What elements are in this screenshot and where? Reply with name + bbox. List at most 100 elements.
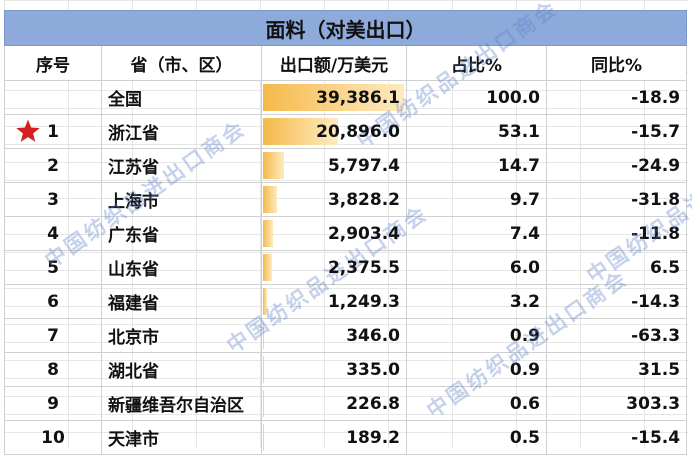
row-index-text: 3	[47, 189, 59, 210]
row-index-text: 2	[47, 155, 59, 176]
row-yoy: -14.3	[545, 284, 688, 319]
row-export: 189.2	[261, 420, 407, 455]
row-index-text: 4	[47, 223, 59, 244]
table-title: 面料（对美出口）	[3, 10, 688, 46]
row-index-text: 1	[47, 121, 59, 142]
row-index-text: 9	[47, 393, 59, 414]
export-data-bar	[263, 84, 405, 111]
row-share: 0.5	[406, 420, 547, 455]
header-export: 出口额/万美元	[261, 45, 407, 81]
table-row: 6 福建省 1,249.3 3.2 -14.3	[4, 284, 688, 319]
table-row: 9 新疆维吾尔自治区 226.8 0.6 303.3	[4, 386, 688, 421]
export-data-bar	[263, 118, 338, 145]
row-share: 53.1	[406, 114, 547, 149]
row-index-text: 7	[47, 325, 59, 346]
row-index-text: 5	[47, 257, 59, 278]
export-data-bar	[263, 288, 268, 315]
row-province: 浙江省	[101, 114, 262, 149]
row-share: 14.7	[406, 148, 547, 183]
row-index: 7	[4, 318, 102, 353]
row-index-text: 10	[41, 427, 65, 448]
row-export-text: 1,249.3	[327, 291, 400, 312]
row-share: 6.0	[406, 250, 547, 285]
row-share: 0.6	[406, 386, 547, 421]
row-export: 20,896.0	[261, 114, 407, 149]
row-index: 3	[4, 182, 102, 217]
export-data-bar	[263, 424, 264, 451]
row-yoy: -63.3	[545, 318, 688, 353]
row-province: 广东省	[101, 216, 262, 251]
row-export: 2,903.4	[261, 216, 407, 251]
table-row: 1 浙江省 20,896.0 53.1 -15.7	[4, 114, 688, 149]
row-index: 6	[4, 284, 102, 319]
row-province: 福建省	[101, 284, 262, 319]
row-share: 0.9	[406, 318, 547, 353]
row-province: 新疆维吾尔自治区	[101, 386, 262, 421]
row-province: 天津市	[101, 420, 262, 455]
row-export-text: 3,828.2	[327, 189, 400, 210]
row-yoy: -15.4	[545, 420, 688, 455]
row-yoy: -18.9	[545, 80, 688, 115]
export-data-bar	[263, 152, 284, 179]
row-province: 北京市	[101, 318, 262, 353]
row-province: 湖北省	[101, 352, 262, 387]
table-row: 4 广东省 2,903.4 7.4 -11.8	[4, 216, 688, 251]
row-export: 5,797.4	[261, 148, 407, 183]
table-body: 全国 39,386.1 100.0 -18.9 1 浙江省 20,896.0 53.1 -15.…	[4, 80, 688, 455]
row-yoy: -11.8	[545, 216, 688, 251]
row-export-text: 39,386.1	[316, 87, 400, 108]
row-export-text: 5,797.4	[327, 155, 400, 176]
row-export-text: 346.0	[346, 325, 400, 346]
row-yoy: -24.9	[545, 148, 688, 183]
row-yoy: 31.5	[545, 352, 688, 387]
row-share: 3.2	[406, 284, 547, 319]
row-index: 2	[4, 148, 102, 183]
header-row: 序号 省（市、区） 出口额/万美元 占比% 同比%	[4, 45, 688, 81]
row-index: 9	[4, 386, 102, 421]
row-share: 100.0	[406, 80, 547, 115]
row-export-text: 226.8	[346, 393, 400, 414]
export-data-bar	[263, 356, 265, 383]
row-province: 江苏省	[101, 148, 262, 183]
row-share: 7.4	[406, 216, 547, 251]
table-row: 5 山东省 2,375.5 6.0 6.5	[4, 250, 688, 285]
row-index: 8	[4, 352, 102, 387]
row-export: 346.0	[261, 318, 407, 353]
row-export: 1,249.3	[261, 284, 407, 319]
table-row: 8 湖北省 335.0 0.9 31.5	[4, 352, 688, 387]
table-row: 7 北京市 346.0 0.9 -63.3	[4, 318, 688, 353]
table-row: 2 江苏省 5,797.4 14.7 -24.9	[4, 148, 688, 183]
row-export: 226.8	[261, 386, 407, 421]
row-export: 2,375.5	[261, 250, 407, 285]
header-yoy: 同比%	[545, 45, 688, 81]
row-export: 3,828.2	[261, 182, 407, 217]
row-export-text: 189.2	[346, 427, 400, 448]
export-data-bar	[263, 322, 265, 349]
row-yoy: -15.7	[545, 114, 688, 149]
header-share: 占比%	[406, 45, 547, 81]
row-index-text: 6	[47, 291, 59, 312]
row-province: 山东省	[101, 250, 262, 285]
row-yoy: -31.8	[545, 182, 688, 217]
table-row: 全国 39,386.1 100.0 -18.9	[4, 80, 688, 115]
header-province: 省（市、区）	[101, 45, 262, 81]
row-index-text: 8	[47, 359, 59, 380]
export-table: 面料（对美出口） 序号 省（市、区） 出口额/万美元 占比% 同比% 全国 39,…	[3, 10, 688, 455]
row-export: 335.0	[261, 352, 407, 387]
row-index: 1	[4, 114, 102, 149]
row-index: 4	[4, 216, 102, 251]
row-index: 10	[4, 420, 102, 455]
row-index	[4, 80, 102, 115]
row-export-text: 20,896.0	[316, 121, 400, 142]
export-data-bar	[263, 186, 277, 213]
row-yoy: 6.5	[545, 250, 688, 285]
row-export-text: 335.0	[346, 359, 400, 380]
table-row: 10 天津市 189.2 0.5 -15.4	[4, 420, 688, 455]
export-data-bar	[263, 254, 272, 281]
row-export: 39,386.1	[261, 80, 407, 115]
header-idx: 序号	[4, 45, 102, 81]
export-data-bar	[263, 390, 264, 417]
row-export-text: 2,903.4	[327, 223, 400, 244]
row-export-text: 2,375.5	[327, 257, 400, 278]
table-row: 3 上海市 3,828.2 9.7 -31.8	[4, 182, 688, 217]
